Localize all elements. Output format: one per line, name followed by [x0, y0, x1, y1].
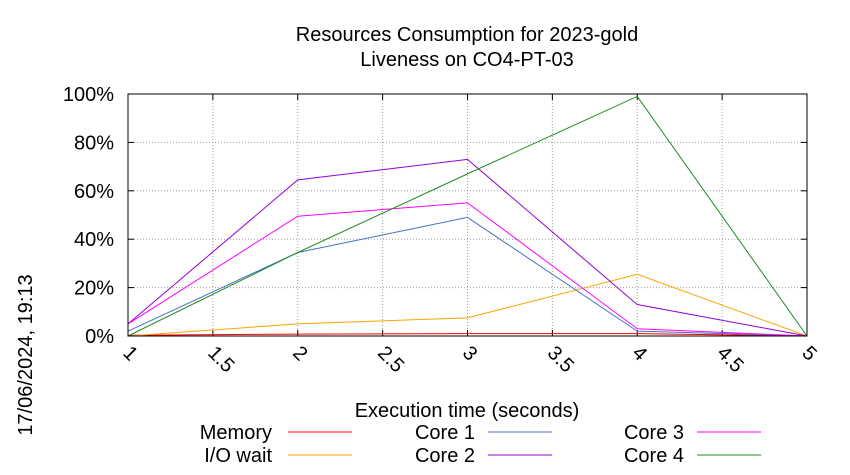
y-tick-label: 100%: [63, 84, 114, 106]
y-tick-label: 40%: [74, 229, 114, 251]
legend-label: Core 4: [624, 445, 684, 467]
grid-lines: [128, 94, 807, 336]
x-tick-label: 4.5: [713, 342, 748, 377]
y-tick-label: 0%: [85, 326, 114, 348]
y-axis-ticks: 0% 20% 40% 60% 80% 100%: [63, 84, 807, 348]
x-tick-label: 3: [458, 342, 481, 365]
series-line-core-3: [127, 202, 808, 337]
series-line-core-4: [127, 95, 808, 337]
legend-label: I/O wait: [204, 445, 272, 467]
x-tick-label: 5: [797, 342, 820, 365]
series-line-core-1: [127, 216, 808, 337]
x-tick-label: 1: [118, 342, 141, 365]
series-line-memory: [127, 333, 808, 337]
timestamp-label: 17/06/2024, 19:13: [15, 274, 37, 435]
x-tick-label: 2: [288, 342, 311, 365]
series-line-i-o-wait: [127, 273, 808, 337]
series-line-core-2: [127, 158, 808, 337]
legend-label: Core 3: [624, 422, 684, 444]
x-tick-label: 4: [628, 342, 651, 365]
chart-title: Resources Consumption for 2023-gold: [296, 24, 638, 46]
plot-border: [127, 93, 808, 337]
x-axis-label: Execution time (seconds): [355, 400, 580, 422]
x-tick-label: 2.5: [373, 342, 408, 377]
chart-subtitle: Liveness on CO4-PT-03: [360, 49, 573, 71]
legend-label: Core 1: [415, 422, 475, 444]
y-tick-label: 80%: [74, 132, 114, 154]
legend-label: Core 2: [415, 445, 475, 467]
x-tick-label: 1.5: [203, 342, 238, 377]
y-tick-label: 60%: [74, 181, 114, 203]
data-series: [127, 95, 808, 337]
x-tick-label: 3.5: [543, 342, 578, 377]
legend-label: Memory: [200, 422, 272, 444]
y-tick-label: 20%: [74, 278, 114, 300]
